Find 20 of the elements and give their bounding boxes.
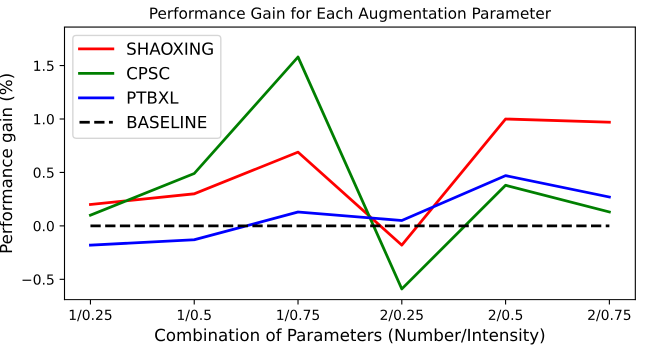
legend-label: CPSC: [127, 66, 170, 80]
y-tick-label: 1.0: [34, 114, 54, 124]
legend-label: SHAOXING: [127, 42, 213, 55]
y-tick-label: −0.5: [22, 274, 54, 285]
x-axis-title: Combination of Parameters (Number/Intensity): [155, 328, 544, 344]
line-series: [89, 174, 611, 247]
y-tick-label: 1.5: [34, 60, 54, 72]
y-tick-label: 0.0: [34, 220, 54, 232]
chart-title: Performance Gain for Each Augmentation Parameter: [150, 7, 552, 22]
x-tick-label: 2/0.75: [588, 310, 630, 322]
x-tick-label: 1/0.5: [178, 310, 211, 322]
legend-label: PTBXL: [128, 92, 178, 104]
line-series: [89, 118, 611, 247]
x-tick-label: 1/0.75: [277, 310, 320, 322]
x-tick-label: 1/0.25: [70, 310, 112, 322]
legend-label: BASELINE: [128, 116, 206, 128]
line-series: [89, 56, 611, 290]
x-tick-label: 2/0.5: [488, 310, 522, 322]
x-tick-label: 2/0.25: [380, 310, 423, 322]
y-tick-label: 0.5: [34, 167, 54, 178]
